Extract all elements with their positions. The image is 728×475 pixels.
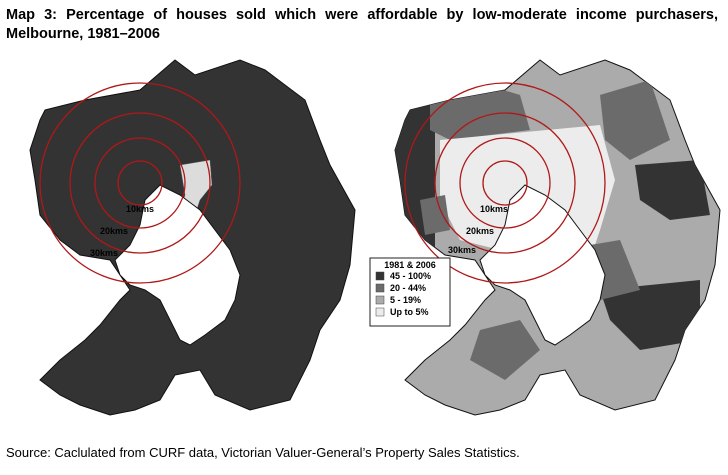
legend-label: 20 - 44%: [390, 283, 426, 293]
ring-label: 30kms: [90, 248, 118, 258]
ring-label: 20kms: [100, 226, 128, 236]
legend-swatch: [375, 307, 385, 317]
legend-label: 45 - 100%: [390, 271, 431, 281]
map-title: Map 3: Percentage of houses sold which w…: [6, 7, 718, 42]
legend-swatch: [375, 271, 385, 281]
ring-label: 10kms: [126, 204, 154, 214]
map-2006: 10kms 20kms 30kms: [394, 59, 721, 416]
ring-label: 10kms: [480, 204, 508, 214]
legend-swatch: [375, 283, 385, 293]
legend-swatch: [375, 295, 385, 305]
source-note: Source: Caclulated from CURF data, Victo…: [6, 445, 520, 460]
maps: 10kms 20kms 30kms 10kms 20kms 30kms 1981…: [29, 59, 721, 416]
legend-title: 1981 & 2006: [384, 260, 436, 270]
map-1981: 10kms 20kms 30kms: [29, 59, 356, 416]
legend-label: 5 - 19%: [390, 295, 421, 305]
legend: 1981 & 2006 45 - 100% 20 - 44% 5 - 19% Up t…: [369, 257, 451, 327]
ring-label: 30kms: [448, 245, 476, 255]
ring-label: 20kms: [466, 226, 494, 236]
legend-label: Up to 5%: [390, 307, 429, 317]
